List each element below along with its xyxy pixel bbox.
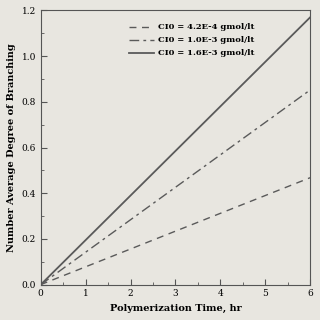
CI0 = 1.6E-3 gmol/lt xyxy=(198,124,202,128)
CI0 = 1.0E-3 gmol/lt xyxy=(283,106,287,110)
Line: CI0 = 4.2E-4 gmol/lt: CI0 = 4.2E-4 gmol/lt xyxy=(41,178,310,284)
Line: CI0 = 1.6E-3 gmol/lt: CI0 = 1.6E-3 gmol/lt xyxy=(41,17,310,284)
X-axis label: Polymerization Time, hr: Polymerization Time, hr xyxy=(109,304,241,313)
CI0 = 1.0E-3 gmol/lt xyxy=(39,283,43,286)
CI0 = 1.6E-3 gmol/lt xyxy=(199,124,203,127)
CI0 = 4.2E-4 gmol/lt xyxy=(39,283,43,286)
CI0 = 4.2E-4 gmol/lt xyxy=(40,282,44,286)
Line: CI0 = 1.0E-3 gmol/lt: CI0 = 1.0E-3 gmol/lt xyxy=(41,90,310,284)
CI0 = 1.0E-3 gmol/lt xyxy=(308,88,312,92)
CI0 = 4.2E-4 gmol/lt xyxy=(204,217,208,221)
CI0 = 4.2E-4 gmol/lt xyxy=(283,186,287,190)
CI0 = 1.6E-3 gmol/lt xyxy=(283,40,287,44)
CI0 = 1.0E-3 gmol/lt xyxy=(198,167,202,171)
CI0 = 1.6E-3 gmol/lt xyxy=(204,119,208,123)
CI0 = 1.0E-3 gmol/lt xyxy=(199,167,203,171)
CI0 = 1.6E-3 gmol/lt xyxy=(308,15,312,19)
CI0 = 4.2E-4 gmol/lt xyxy=(266,193,270,196)
Legend: CI0 = 4.2E-4 gmol/lt, CI0 = 1.0E-3 gmol/lt, CI0 = 1.6E-3 gmol/lt: CI0 = 4.2E-4 gmol/lt, CI0 = 1.0E-3 gmol/… xyxy=(126,20,258,61)
CI0 = 1.0E-3 gmol/lt xyxy=(40,282,44,286)
Y-axis label: Number Average Degree of Branching: Number Average Degree of Branching xyxy=(7,43,16,252)
CI0 = 1.6E-3 gmol/lt xyxy=(40,282,44,286)
CI0 = 4.2E-4 gmol/lt xyxy=(199,219,203,223)
CI0 = 1.6E-3 gmol/lt xyxy=(39,283,43,286)
CI0 = 1.0E-3 gmol/lt xyxy=(266,119,270,123)
CI0 = 4.2E-4 gmol/lt xyxy=(308,176,312,180)
CI0 = 1.0E-3 gmol/lt xyxy=(204,164,208,167)
CI0 = 1.6E-3 gmol/lt xyxy=(266,57,270,61)
CI0 = 4.2E-4 gmol/lt xyxy=(198,220,202,223)
